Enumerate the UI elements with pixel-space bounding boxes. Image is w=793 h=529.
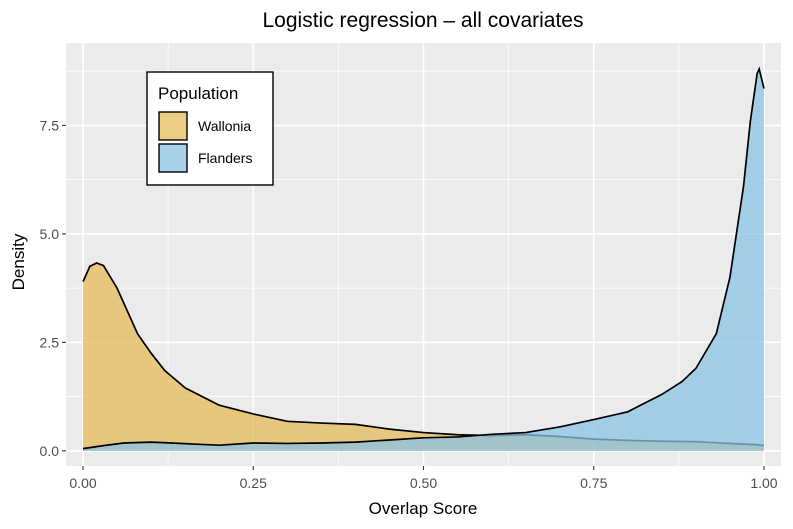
legend-label-flanders: Flanders bbox=[198, 150, 252, 166]
legend-key-wallonia bbox=[158, 111, 188, 141]
x-axis-title: Overlap Score bbox=[369, 499, 478, 518]
y-tick-label: 0.0 bbox=[40, 443, 60, 459]
density-areas bbox=[82, 66, 765, 451]
x-axis: 0.00 0.25 0.50 0.75 1.00 bbox=[69, 466, 778, 491]
legend-key-flanders bbox=[158, 143, 188, 173]
density-area-wallonia bbox=[83, 262, 764, 451]
x-tick-label: 1.00 bbox=[750, 475, 777, 491]
y-tick-label: 7.5 bbox=[40, 117, 60, 133]
x-tick-label: 0.50 bbox=[410, 475, 437, 491]
legend: Population Wallonia Flanders bbox=[146, 71, 274, 186]
x-tick-label: 0.25 bbox=[240, 475, 267, 491]
y-axis-title: Density bbox=[9, 233, 28, 290]
legend-title: Population bbox=[158, 84, 238, 103]
x-tick-label: 0.00 bbox=[69, 475, 96, 491]
y-tick-label: 2.5 bbox=[40, 334, 60, 350]
y-axis: 0.0 2.5 5.0 7.5 bbox=[40, 117, 66, 459]
chart-title: Logistic regression – all covariates bbox=[263, 9, 584, 32]
legend-label-wallonia: Wallonia bbox=[198, 118, 251, 134]
x-tick-label: 0.75 bbox=[580, 475, 607, 491]
y-tick-label: 5.0 bbox=[40, 226, 60, 242]
density-area-flanders bbox=[83, 69, 764, 451]
density-line-flanders bbox=[82, 66, 765, 450]
